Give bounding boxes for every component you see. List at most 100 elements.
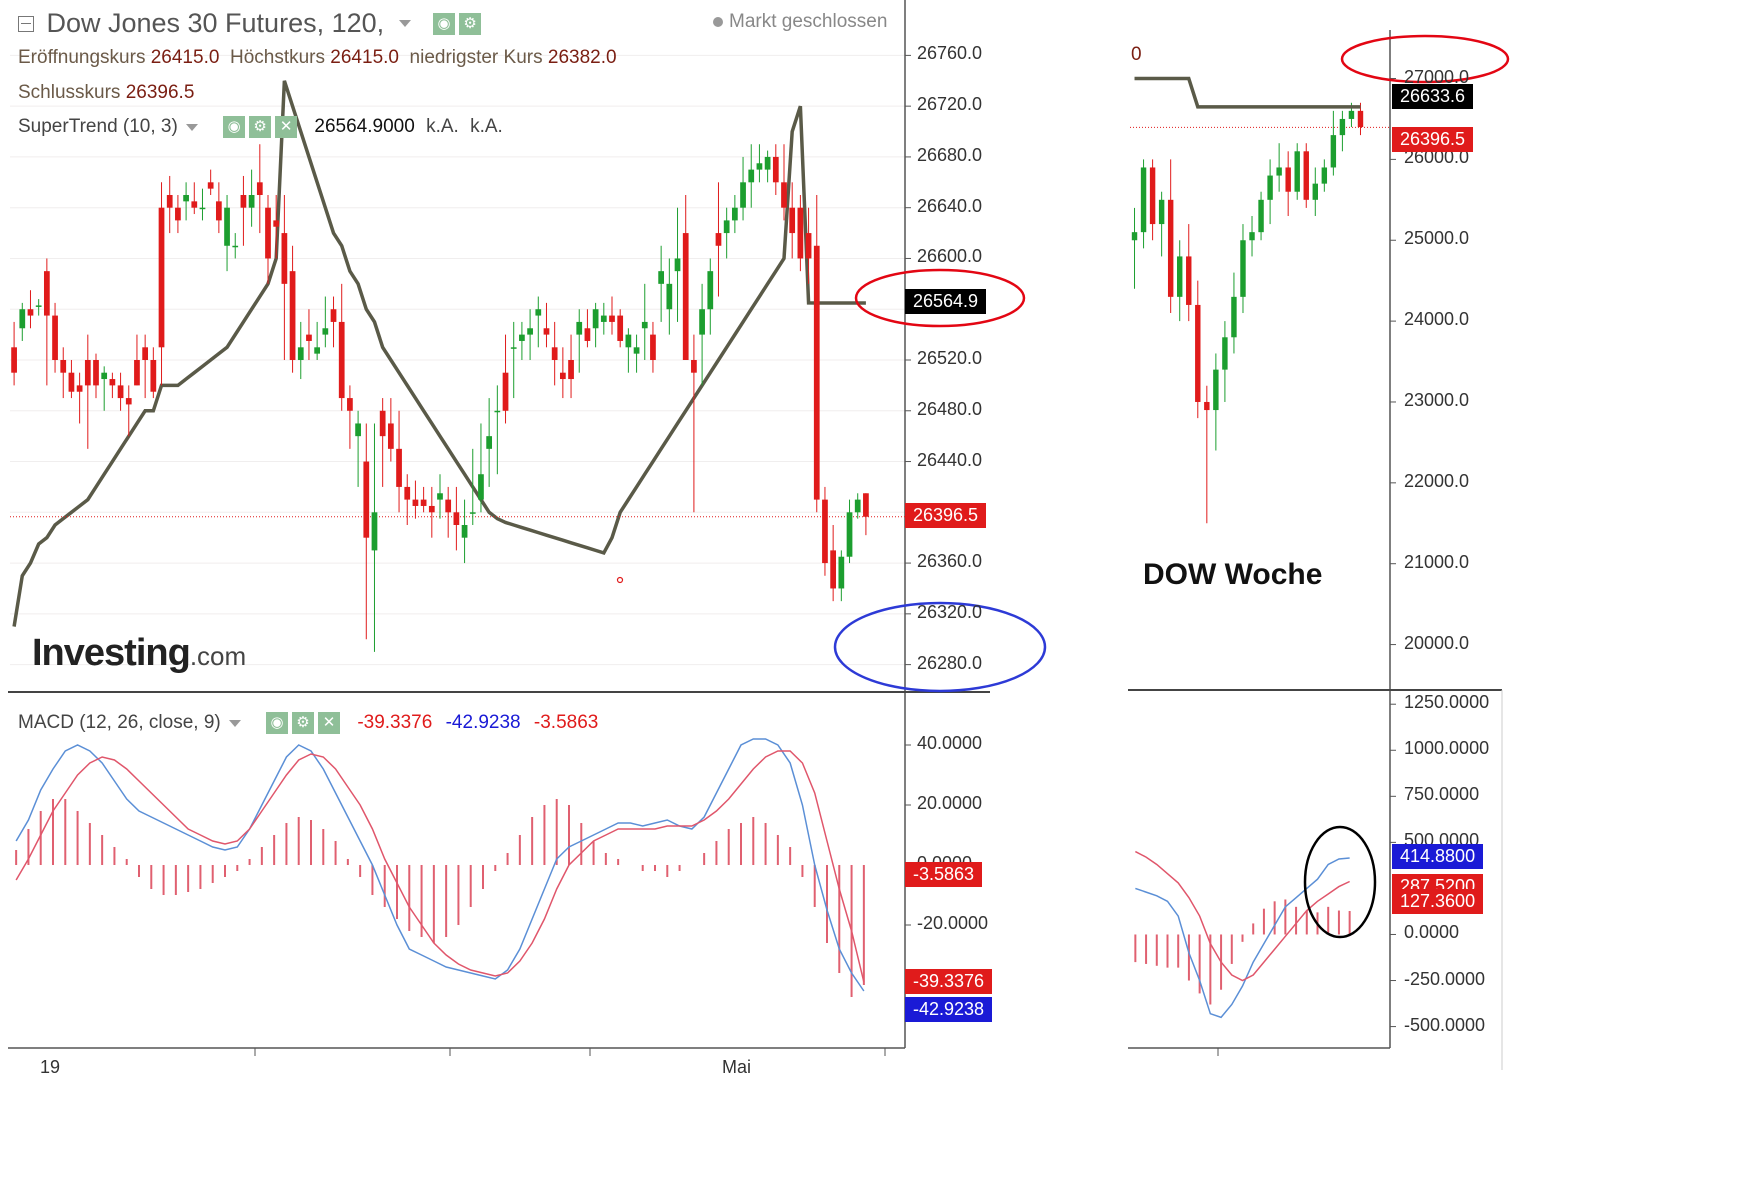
candle-body bbox=[175, 207, 181, 221]
candle-body bbox=[355, 423, 361, 437]
candle-body bbox=[240, 195, 247, 208]
eye-icon[interactable]: ◉ bbox=[223, 116, 246, 138]
gear-icon[interactable]: ⚙ bbox=[249, 116, 272, 138]
signal-value: -42.9238 bbox=[445, 712, 521, 734]
close-row: Schlusskurs 26396.5 bbox=[18, 82, 195, 103]
candle-body bbox=[551, 347, 558, 360]
candle-body bbox=[314, 347, 321, 354]
candle-body bbox=[478, 474, 484, 500]
y-tick-label: -20.0000 bbox=[917, 913, 989, 933]
weekly-macd-indicator bbox=[1134, 703, 1396, 1028]
candle-body bbox=[699, 309, 705, 335]
candle-body bbox=[527, 328, 533, 335]
candle-body bbox=[494, 410, 501, 413]
candle-body bbox=[772, 156, 779, 183]
blue-ellipse-annotation bbox=[833, 601, 1047, 693]
weekly-candles bbox=[1130, 76, 1396, 646]
candle-body bbox=[338, 321, 345, 399]
macd-line bbox=[1135, 857, 1350, 1019]
y-tick-label: 1250.0000 bbox=[1404, 692, 1490, 713]
candle-body bbox=[396, 448, 402, 487]
eye-icon[interactable]: ◉ bbox=[433, 12, 456, 35]
candle-body bbox=[412, 499, 419, 506]
candle-body bbox=[68, 372, 75, 392]
candle-body bbox=[797, 207, 804, 259]
candle-body bbox=[461, 525, 468, 538]
y-tick-label: 26320.0 bbox=[917, 601, 983, 622]
candle-body bbox=[1177, 256, 1183, 297]
candle-body bbox=[248, 195, 255, 208]
candle-body bbox=[1222, 337, 1228, 370]
candle-body bbox=[600, 315, 607, 322]
y-tick-label: 21000.0 bbox=[1404, 551, 1470, 572]
candle-body bbox=[715, 233, 722, 246]
weekly-last-price-badge: 26396.5 bbox=[1392, 127, 1474, 153]
marker-dot bbox=[616, 576, 624, 584]
y-tick-label: 26000.0 bbox=[1404, 147, 1470, 168]
candle-body bbox=[641, 321, 648, 329]
close-value: 26396.5 bbox=[125, 82, 195, 103]
investing-logo: Investing.com bbox=[32, 632, 247, 674]
chevron-down-icon[interactable] bbox=[185, 123, 198, 131]
signal-badge: -42.9238 bbox=[905, 997, 993, 1022]
candle-body bbox=[1149, 167, 1156, 225]
y-tick-label: 23000.0 bbox=[1404, 389, 1470, 410]
candle-body bbox=[838, 556, 845, 589]
candle-body bbox=[330, 309, 337, 322]
y-tick-label: 22000.0 bbox=[1404, 470, 1470, 491]
y-tick-label: 750.0000 bbox=[1404, 784, 1480, 805]
candle-body bbox=[609, 315, 615, 322]
candle-body bbox=[576, 321, 583, 335]
gear-icon[interactable]: ⚙ bbox=[292, 712, 315, 734]
candle-body bbox=[625, 334, 632, 348]
candle-body bbox=[420, 499, 427, 506]
chevron-down-icon[interactable] bbox=[398, 20, 411, 27]
candle-body bbox=[379, 410, 386, 437]
candle-body bbox=[863, 493, 869, 517]
candle-body bbox=[256, 182, 263, 195]
y-tick-label: -250.0000 bbox=[1404, 968, 1486, 989]
collapse-icon[interactable] bbox=[18, 15, 34, 32]
candle-body bbox=[150, 360, 157, 392]
candle-body bbox=[1158, 199, 1165, 225]
low-value: 26382.0 bbox=[547, 47, 617, 68]
y-tick-label: 27000.0 bbox=[1404, 66, 1470, 87]
y-tick-label: 26360.0 bbox=[917, 551, 983, 572]
eye-icon[interactable]: ◉ bbox=[266, 712, 289, 734]
candle-body bbox=[592, 309, 599, 329]
candle-body bbox=[1303, 151, 1309, 200]
market-status: Markt geschlossen bbox=[713, 11, 887, 33]
supertrend-legend: SuperTrend (10, 3) ◉ ⚙ ✕ 26564.9000 k.A. k… bbox=[18, 116, 503, 138]
candle-body bbox=[666, 283, 673, 310]
candle-body bbox=[289, 271, 296, 360]
candle-body bbox=[35, 305, 42, 307]
candle-body bbox=[682, 233, 689, 360]
candle-body bbox=[650, 334, 656, 360]
candle-body bbox=[469, 512, 476, 514]
y-tick-label: -500.0000 bbox=[1404, 1014, 1486, 1035]
candle-body bbox=[363, 461, 370, 538]
candle-body bbox=[183, 195, 189, 202]
gear-icon[interactable]: ⚙ bbox=[459, 12, 482, 35]
candle-body bbox=[166, 195, 173, 208]
candle-body bbox=[84, 360, 91, 386]
candle-body bbox=[125, 398, 132, 405]
close-icon[interactable]: ✕ bbox=[275, 116, 298, 138]
candle-body bbox=[1339, 118, 1346, 136]
candle-body bbox=[748, 169, 755, 183]
supertrend-value-badge: 26564.9 bbox=[905, 289, 987, 314]
candle-body bbox=[60, 360, 67, 373]
candle-body bbox=[1131, 232, 1138, 241]
weekly-supertrend-path bbox=[1134, 76, 1361, 109]
macd-indicator bbox=[15, 738, 911, 997]
candle-body bbox=[854, 499, 861, 513]
candle-body bbox=[584, 328, 591, 341]
close-icon[interactable]: ✕ bbox=[318, 712, 341, 734]
candle-body bbox=[846, 512, 853, 557]
candle-body bbox=[199, 207, 206, 210]
candle-body bbox=[535, 309, 542, 316]
macd-legend: MACD (12, 26, close, 9) ◉ ⚙ ✕ -39.3376 -42… bbox=[18, 712, 599, 734]
chevron-down-icon[interactable] bbox=[228, 719, 241, 727]
weekly-zero-label: 0 bbox=[1131, 44, 1142, 65]
